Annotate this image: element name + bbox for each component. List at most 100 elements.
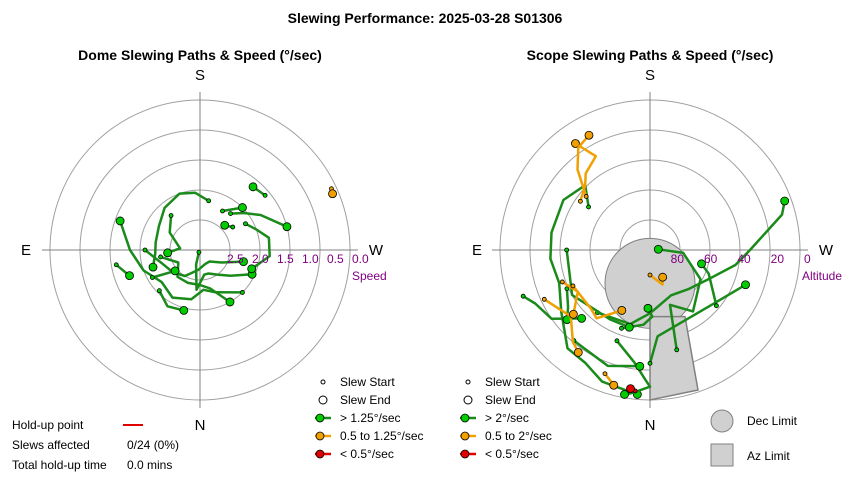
scope-slew-path — [657, 248, 702, 352]
dome-slew-end-marker — [239, 257, 248, 267]
dome-slew-path — [194, 251, 254, 292]
dome-slew-path — [118, 219, 244, 301]
main-title: Slewing Performance: 2025-03-28 S01306 — [287, 10, 563, 26]
scope-slew-path — [543, 298, 580, 354]
scope-tick-label: 60 — [704, 252, 718, 266]
scope-slew-end-marker — [617, 306, 627, 315]
dome-slew-start-marker — [243, 221, 248, 227]
scope-legend-label: < 0.5°/sec — [485, 447, 539, 461]
scope-tick-label: 0 — [804, 252, 811, 266]
dome-legend: Slew Start Slew End > 1.25°/sec 0.5 to 1.25… — [315, 375, 424, 461]
dome-slew-end-marker — [247, 264, 257, 274]
holdup-label: Hold-up point — [12, 418, 84, 432]
dome-slew-end-marker — [170, 266, 180, 276]
scope-tick-label: 80 — [671, 252, 685, 266]
dome-slew-end-marker — [179, 305, 189, 315]
scope-legend-label: Slew End — [485, 393, 536, 407]
dome-tick-label: 1.5 — [277, 252, 294, 266]
scope-slew-start-marker — [674, 347, 680, 353]
scope-slew-start-marker — [614, 338, 620, 344]
scope-slew-end-marker — [635, 361, 645, 371]
scope-chart-title: Scope Slewing Paths & Speed (°/sec) — [527, 47, 774, 63]
az-limit-label: Az Limit — [747, 449, 790, 463]
dome-chart-title: Dome Slewing Paths & Speed (°/sec) — [78, 47, 322, 63]
total-holdup-value: 0.0 mins — [127, 458, 172, 472]
scope-slew-end-marker — [697, 259, 706, 269]
dome-slew-path — [151, 191, 210, 269]
scope-slew-end-marker — [568, 309, 578, 319]
dome-slew-start-marker — [149, 275, 155, 280]
scope-legend-dot-slow — [460, 449, 470, 459]
scope-slew-start-marker — [647, 360, 653, 366]
dome-legend-start-marker — [320, 379, 326, 385]
scope-slew-start-marker — [713, 303, 719, 309]
scope-legend-end-marker — [463, 395, 473, 405]
scope-slew-end-marker — [571, 139, 580, 148]
scope-legend-dot-medium — [460, 431, 470, 441]
scope-slew-end-marker — [620, 390, 629, 399]
dome-legend-dot-medium — [315, 431, 325, 441]
dome-cardinal-right: W — [369, 242, 384, 259]
limit-legend: Dec Limit Az Limit — [710, 409, 798, 467]
scope-slew-start-marker — [583, 194, 589, 199]
dome-slew-path — [244, 222, 271, 271]
scope-slew-path — [572, 339, 642, 368]
dome-slew-start-marker — [158, 254, 164, 260]
dome-tick-label: 1.0 — [302, 252, 319, 266]
dome-tick-label: 0.0 — [352, 252, 369, 266]
dome-slew-path — [143, 248, 245, 278]
scope-slew-start-marker — [541, 296, 547, 302]
dome-slew-end-marker — [115, 216, 125, 226]
dome-slew-end-marker — [125, 271, 134, 281]
total-holdup-label: Total hold-up time — [12, 458, 107, 472]
scope-slew-end-marker — [577, 313, 587, 323]
scope-slew-path — [561, 280, 580, 316]
dome-slew-paths — [113, 182, 337, 315]
scope-slew-start-marker — [564, 247, 570, 253]
dome-legend-label: > 1.25°/sec — [340, 411, 401, 425]
dome-slew-end-marker — [225, 297, 235, 307]
scope-slew-path — [571, 284, 624, 320]
scope-slew-path — [648, 283, 747, 365]
holdup-info: Hold-up point Slews affected 0/24 (0%) T… — [12, 418, 179, 472]
dome-slew-start-marker — [262, 192, 268, 198]
dome-slew-start-marker — [228, 211, 233, 217]
scope-slew-end-marker — [741, 280, 750, 290]
scope-chart: Scope Slewing Paths & Speed (°/sec) S N … — [472, 47, 842, 434]
dome-tick-label: 2.0 — [252, 252, 269, 266]
dec-limit-label: Dec Limit — [747, 414, 798, 428]
dec-limit-swatch — [710, 409, 734, 433]
dome-slew-start-marker — [220, 208, 225, 214]
scope-legend-label: 0.5 to 2°/sec — [485, 429, 552, 443]
scope-slew-path — [549, 183, 639, 396]
dome-legend-end-marker — [318, 395, 328, 405]
dome-slew-end-marker — [248, 182, 258, 192]
dome-chart: Dome Slewing Paths & Speed (°/sec) S N E… — [21, 47, 387, 434]
dome-legend-label: < 0.5°/sec — [340, 447, 394, 461]
dome-slew-start-marker — [142, 247, 148, 253]
dome-cardinal-bottom: N — [195, 417, 206, 434]
dome-slew-end-marker — [238, 203, 247, 212]
scope-slew-end-marker — [643, 303, 653, 313]
dome-slew-start-marker — [206, 198, 212, 204]
scope-cardinal-right: W — [819, 242, 834, 259]
scope-legend-dot-fast — [460, 413, 470, 423]
scope-slew-start-marker — [577, 198, 583, 204]
scope-tick-label: 40 — [737, 252, 751, 266]
dome-slew-end-marker — [282, 222, 292, 232]
dome-radial-ticks: 2.5 2.0 1.5 1.0 0.5 0.0 — [227, 252, 369, 266]
scope-slew-start-marker — [570, 283, 576, 289]
scope-slew-start-marker — [647, 272, 653, 278]
dome-polar-grid — [42, 92, 358, 408]
scope-slew-start-marker — [559, 279, 565, 285]
dome-cardinal-top: S — [195, 67, 205, 84]
az-limit-swatch — [710, 443, 734, 467]
dome-slew-start-marker — [168, 213, 174, 218]
dome-slew-path — [159, 255, 232, 304]
scope-tick-label: 20 — [771, 252, 785, 266]
dome-slew-start-marker — [156, 288, 162, 294]
dome-slew-start-marker — [230, 224, 236, 230]
dome-slew-path — [158, 289, 186, 312]
scope-cardinal-top: S — [645, 67, 655, 84]
slews-affected-value: 0/24 (0%) — [127, 438, 179, 452]
